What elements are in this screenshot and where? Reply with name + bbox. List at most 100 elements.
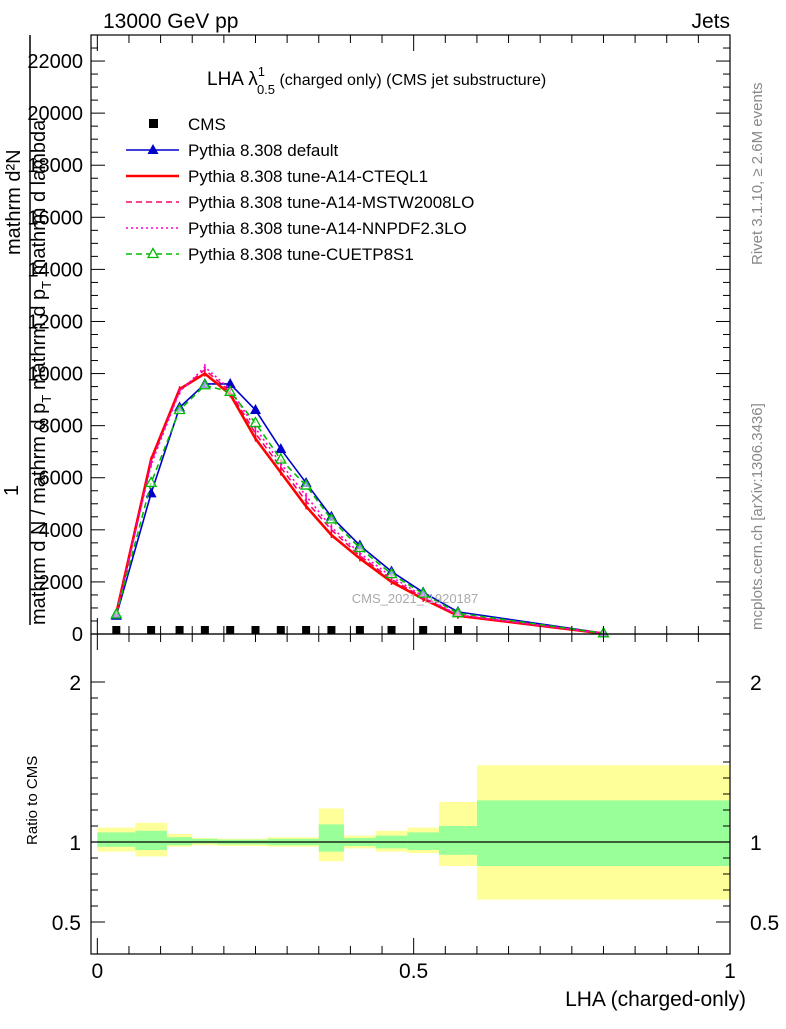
- ratio-band-inner: [97, 832, 136, 847]
- series-marker-4: [249, 416, 262, 428]
- series-marker-4: [224, 384, 237, 396]
- main-ytick-label: 2000: [39, 572, 84, 594]
- ratio-band-inner: [438, 826, 477, 855]
- main-ytick-label: 12000: [27, 311, 83, 333]
- ratio-ticks: [91, 634, 731, 954]
- series-line-0: [115, 383, 604, 635]
- main-ytick-label: 14000: [27, 259, 83, 281]
- legend-label-0: Pythia 8.308 default: [188, 141, 339, 160]
- ratio-band-inner: [192, 838, 218, 844]
- ratio-ytick-label-right: 1: [750, 832, 762, 855]
- data-point: [327, 626, 336, 634]
- data-point: [200, 626, 209, 634]
- main-frame: [90, 34, 731, 635]
- series-marker-4: [451, 606, 465, 618]
- series-line-2: [115, 368, 604, 635]
- legend-label-1: Pythia 8.308 tune-A14-CTEQL1: [188, 167, 428, 186]
- xtick-label: 0.5: [399, 960, 428, 983]
- data-point: [276, 626, 285, 634]
- main-panel: 0 2000 4000 6000 8000 10000 12000 14000 16000 180…: [1, 34, 731, 646]
- plot-title-sub: 0.5: [257, 82, 275, 97]
- series-line-1: [115, 371, 604, 635]
- legend-label-data: CMS: [188, 115, 226, 134]
- series-marker-4: [173, 403, 186, 415]
- plot-title: LHA λ1 0.5 (charged only) (CMS jet substr…: [207, 64, 546, 97]
- y-label-bottom: mathrm d N / mathrm d pT: [28, 395, 54, 625]
- main-ytick-label: 6000: [39, 468, 84, 490]
- ratio-band-inner: [318, 824, 345, 852]
- energy-label: 13000 GeV pp: [103, 10, 238, 33]
- series-marker-0: [275, 443, 287, 454]
- ratio-y-tick-labels: 0.5 0.5 1 1 2 2: [52, 672, 779, 935]
- main-y-tick-labels: 0 2000 4000 6000 8000 10000 12000 14000 16000 180…: [27, 51, 83, 646]
- ratio-ytick-label: 1: [69, 832, 81, 855]
- main-ticks: [91, 34, 731, 635]
- ratio-ytick-label: 0.5: [52, 912, 81, 935]
- ratio-band-inner: [476, 800, 730, 866]
- legend-marker-0: [147, 144, 159, 154]
- series-marker-4: [110, 607, 123, 619]
- legend-label-2: Pythia 8.308 tune-A14-MSTW2008LO: [188, 193, 474, 212]
- y-label-mid: mathrm d pT mathrm d lambda: [28, 119, 54, 390]
- data-point: [175, 626, 184, 634]
- x-tick-labels: 0 0.5 1: [91, 960, 735, 983]
- data-point: [355, 626, 364, 634]
- series-marker-4: [353, 541, 366, 553]
- rivet-label: Rivet 3.1.10, ≥ 2.6M events: [749, 83, 766, 266]
- ratio-ytick-label-right: 2: [750, 672, 762, 695]
- plot-title-main: LHA λ: [207, 69, 258, 90]
- main-y-label: mathrm d²N mathrm d pT mathrm d lambda 1…: [1, 35, 54, 625]
- legend-label-3: Pythia 8.308 tune-A14-NNPDF2.3LO: [188, 219, 467, 238]
- series-line-4: [115, 384, 604, 635]
- ratio-ytick-label-right: 0.5: [750, 912, 779, 935]
- data-points: [112, 626, 462, 634]
- series-marker-4: [144, 476, 158, 488]
- series-marker-0: [249, 404, 261, 415]
- mcplots-label: mcplots.cern.ch [arXiv:1306.3436]: [749, 403, 766, 630]
- ratio-bands: [97, 765, 730, 900]
- main-ytick-label: 4000: [39, 520, 84, 542]
- series-marker-4: [385, 567, 398, 579]
- series-marker-4: [274, 452, 287, 464]
- ratio-band-inner: [166, 837, 193, 846]
- watermark: CMS_2021_I1920187: [352, 591, 479, 606]
- data-point: [302, 626, 311, 634]
- main-ytick-label: 22000: [27, 51, 83, 73]
- legend: CMS Pythia 8.308 default Pythia 8.308 tune…: [126, 115, 474, 264]
- series-marker-4: [198, 378, 211, 390]
- ratio-ytick-label: 2: [69, 672, 81, 695]
- ratio-band-inner: [135, 830, 167, 850]
- data-point: [147, 626, 156, 634]
- series-4: [110, 378, 610, 638]
- data-point: [419, 626, 428, 634]
- plot-title-sup: 1: [258, 64, 265, 79]
- series-line-3: [115, 365, 604, 635]
- data-point: [112, 626, 121, 634]
- legend-label-4: Pythia 8.308 tune-CUETP8S1: [188, 245, 414, 264]
- data-point: [453, 626, 462, 634]
- y-label-top: mathrm d²N: [3, 149, 25, 255]
- ratio-y-label: Ratio to CMS: [24, 756, 41, 845]
- ratio-panel: 0.5 0.51 12 2 0 0.5 1 Ratio to CMS LHA (charg…: [24, 633, 779, 1011]
- process-label: Jets: [691, 10, 730, 33]
- x-axis-label: LHA (charged-only): [565, 988, 746, 1011]
- legend-marker-4: [146, 247, 160, 259]
- series-marker-4: [300, 478, 313, 490]
- data-point: [226, 626, 235, 634]
- main-ytick-label: 18000: [27, 155, 83, 177]
- data-point: [387, 626, 396, 634]
- ratio-band-inner: [407, 832, 439, 850]
- xtick-label: 1: [724, 960, 736, 983]
- main-series: [110, 364, 610, 638]
- series-marker-4: [325, 512, 338, 524]
- series-marker-0: [224, 377, 236, 388]
- main-ytick-label: 0: [72, 624, 83, 646]
- xtick-label: 0: [91, 960, 103, 983]
- main-ytick-label: 8000: [39, 416, 84, 438]
- main-ytick-label: 16000: [27, 207, 83, 229]
- main-ytick-label: 20000: [27, 103, 83, 125]
- series-marker-4: [417, 586, 430, 598]
- legend-marker-data: [149, 119, 158, 128]
